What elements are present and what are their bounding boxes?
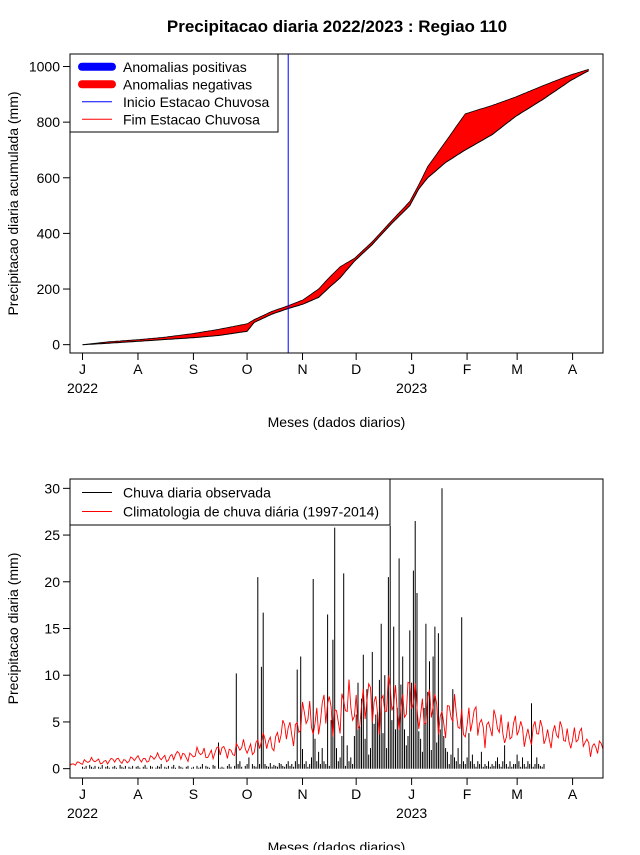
legend-box — [69, 478, 391, 526]
x-tick-label: N — [297, 361, 307, 377]
plot-frame — [69, 53, 604, 354]
x-tick-label: N — [297, 786, 307, 802]
daily-panel: J A S O N D J F M A 2022 2023 Meses (dados diarios) 0… — [5, 478, 604, 855]
y-tick-label: 15 — [44, 621, 60, 637]
x-tick-label: J — [79, 361, 86, 377]
y-tick-label: 25 — [44, 527, 60, 543]
x-tick-label: O — [242, 361, 253, 377]
y-tick-label: 5 — [52, 714, 60, 730]
y-tick-label: 0 — [52, 337, 60, 353]
x-tick-label: J — [408, 361, 415, 377]
y-axis-title: Precipitacao diaria (mm) — [5, 553, 21, 705]
y-axis-title: Precipitacao diaria acumulada (mm) — [5, 91, 21, 315]
x-tick-label: J — [408, 786, 415, 802]
y-tick-label: 800 — [37, 114, 61, 130]
y-tick-label: 20 — [44, 574, 60, 590]
x-tick-label: D — [351, 361, 361, 377]
x-axis-title: Meses (dados diarios) — [268, 414, 406, 430]
x-axis-title: Meses (dados diarios) — [268, 839, 406, 850]
cumulative-panel: J A S O N D J F M A 2022 2023 Meses (dados diarios) 0… — [5, 53, 604, 430]
legend-label: Inicio Estacao Chuvosa — [123, 94, 270, 110]
x-tick-label: A — [568, 361, 578, 377]
x-tick-label: F — [463, 361, 472, 377]
legend-label: Anomalias positivas — [123, 59, 247, 75]
x-tick-label: J — [79, 786, 86, 802]
x-tick-label: A — [568, 786, 578, 802]
y-tick-label: 200 — [37, 281, 61, 297]
x-year-label: 2022 — [67, 805, 98, 821]
x-tick-label: D — [351, 786, 361, 802]
observed-cumulative-line — [82, 70, 589, 346]
x-tick-label: S — [189, 786, 198, 802]
chart-title: Precipitacao diaria 2022/2023 : Regiao 1… — [167, 17, 507, 36]
y-tick-label: 600 — [37, 170, 61, 186]
climatology-daily-line — [69, 675, 604, 766]
x-year-label: 2023 — [396, 805, 427, 821]
x-tick-label: O — [242, 786, 253, 802]
y-tick-label: 10 — [44, 667, 60, 683]
x-tick-label: F — [463, 786, 472, 802]
x-tick-label: A — [133, 361, 143, 377]
legend-label: Climatologia de chuva diária (1997-2014) — [123, 504, 379, 520]
climatology-cumulative-line — [82, 68, 589, 346]
legend-label: Chuva diaria observada — [123, 485, 271, 501]
x-year-label: 2022 — [67, 380, 98, 396]
negative-anomaly-area — [82, 69, 589, 345]
y-tick-label: 30 — [44, 480, 60, 496]
y-tick-label: 0 — [52, 761, 60, 777]
x-year-label: 2023 — [396, 380, 427, 396]
x-tick-label: M — [511, 361, 523, 377]
x-tick-label: S — [189, 361, 198, 377]
legend-label: Fim Estacao Chuvosa — [123, 111, 260, 127]
legend-label: Anomalias negativas — [123, 76, 252, 92]
y-tick-label: 400 — [37, 225, 61, 241]
x-tick-label: M — [511, 786, 523, 802]
x-tick-label: A — [133, 786, 143, 802]
y-tick-label: 1000 — [29, 59, 60, 75]
